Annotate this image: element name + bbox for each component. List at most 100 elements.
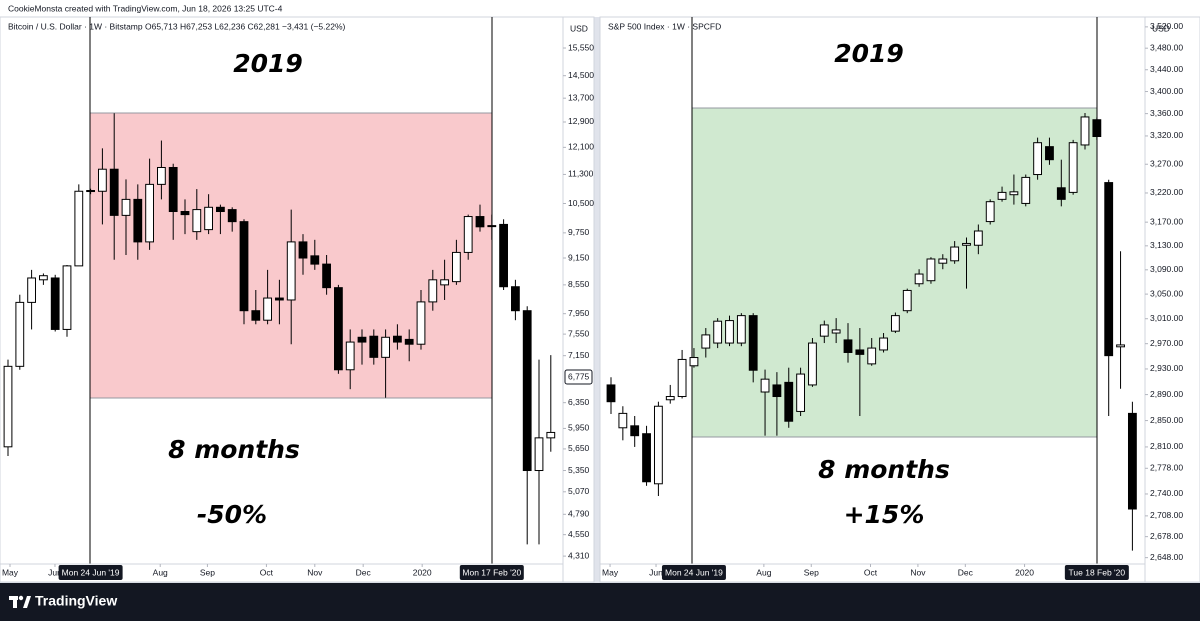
y-tick-label: 2,708.00 [1150, 510, 1183, 520]
header-text: CookieMonsta created with TradingView.co… [8, 3, 283, 13]
candle-body [404, 338, 414, 345]
chart-panel: 2019 8 months +15% S&P 500 Index · 1W · SPC… [599, 16, 1200, 583]
y-tick-label: 9,150 [568, 252, 590, 262]
x-tick-label: 2020 [1015, 567, 1034, 577]
y-tick-label: 7,550 [568, 328, 590, 338]
y-tick-label: 3,440.00 [1150, 64, 1183, 74]
annotation: 8 months [818, 455, 950, 484]
candle-body [98, 168, 107, 192]
candle-body [914, 273, 924, 285]
y-tick-label: 2,648.00 [1150, 552, 1183, 562]
candle-body [15, 301, 25, 367]
candle-body [322, 263, 331, 289]
candle-body [1092, 119, 1102, 138]
candle-body [1009, 191, 1019, 196]
candle-body [1127, 412, 1137, 510]
y-tick-label: 2,890.00 [1150, 389, 1183, 399]
candle-body [985, 201, 995, 223]
candle-body [499, 223, 508, 288]
candle-body [1104, 182, 1114, 357]
y-tick-label: 5,070 [568, 486, 590, 496]
y-tick-label: 9,750 [568, 227, 590, 237]
candle-body [855, 349, 865, 355]
candle-body [133, 198, 143, 243]
x-tick-label: Aug [153, 567, 168, 577]
logo-part [23, 596, 31, 608]
candle-body [216, 206, 225, 213]
y-tick-label: 12,900 [568, 116, 594, 126]
candle-body [334, 287, 343, 371]
y-tick-label: 2,810.00 [1150, 441, 1183, 451]
y-tick-label: 4,310 [568, 550, 590, 560]
logo-text: TradingView [35, 593, 117, 609]
currency-label: USD [1152, 23, 1170, 33]
last-price-label: 6,775 [568, 371, 590, 381]
y-tick-label: 3,130.00 [1150, 240, 1183, 250]
candle-body [463, 216, 473, 253]
y-tick-label: 5,650 [568, 443, 590, 453]
candle-body [109, 168, 119, 216]
y-tick-label: 5,950 [568, 423, 590, 433]
y-tick-label: 11,300 [568, 169, 594, 179]
annotation: -50% [197, 500, 267, 529]
candle-body [381, 336, 390, 358]
candle-body [275, 297, 284, 301]
currency-label: USD [570, 23, 588, 33]
candle-body [950, 246, 960, 262]
candle-body [973, 230, 983, 246]
y-tick-label: 7,950 [568, 308, 590, 318]
candle-body [962, 242, 971, 246]
candle-body [808, 342, 817, 386]
header-bar [0, 0, 1200, 17]
candle-body [843, 339, 853, 353]
y-tick-label: 2,930.00 [1150, 363, 1183, 373]
x-tick-label: Nov [910, 567, 926, 577]
candle-body [689, 357, 699, 367]
y-tick-label: 3,220.00 [1150, 187, 1183, 197]
logo-part [18, 595, 24, 601]
y-tick-label: 2,850.00 [1150, 415, 1183, 425]
x-tick-label: Aug [756, 567, 771, 577]
candle-body [902, 289, 912, 312]
candle-body [204, 206, 213, 231]
candle-body [121, 198, 131, 216]
candle-body [475, 216, 485, 228]
x-tick-label: Dec [356, 567, 372, 577]
y-tick-label: 14,500 [568, 70, 594, 80]
candle-body [263, 297, 272, 321]
date-marker-box [459, 565, 524, 580]
candle-body [606, 384, 616, 403]
y-tick-label: 2,740.00 [1150, 488, 1183, 498]
candle-body [192, 209, 202, 233]
candle-body [239, 221, 249, 312]
candle-body [701, 334, 711, 349]
candle-body [440, 279, 449, 286]
candles [3, 113, 556, 545]
candle-body [653, 405, 663, 485]
candle-body [736, 315, 746, 344]
candle-body [393, 335, 402, 343]
candle-body [86, 190, 95, 193]
x-tick-label: 2020 [413, 567, 432, 577]
candle-body [677, 358, 687, 398]
candle-body [357, 336, 367, 343]
chart-title: S&P 500 Index · 1W · SPCFD [608, 21, 721, 31]
candle-body [1045, 146, 1054, 161]
candle-body [926, 258, 936, 282]
last-price-box [564, 369, 593, 385]
x-tick-label: Nov [307, 567, 323, 577]
y-tick-label: 3,480.00 [1150, 42, 1183, 52]
y-tick-label: 3,520.00 [1150, 21, 1183, 31]
y-tick-label: 2,970.00 [1150, 338, 1183, 348]
candle-body [1021, 176, 1031, 204]
candle-body [784, 381, 794, 422]
candle-body [831, 329, 841, 334]
y-tick-label: 7,150 [568, 350, 590, 360]
candle-body [27, 277, 36, 303]
y-tick-label: 2,778.00 [1150, 463, 1183, 473]
candle-body [665, 396, 675, 401]
y-tick-label: 3,090.00 [1150, 264, 1183, 274]
date-marker-box [1064, 565, 1129, 580]
candle-body [416, 301, 426, 345]
